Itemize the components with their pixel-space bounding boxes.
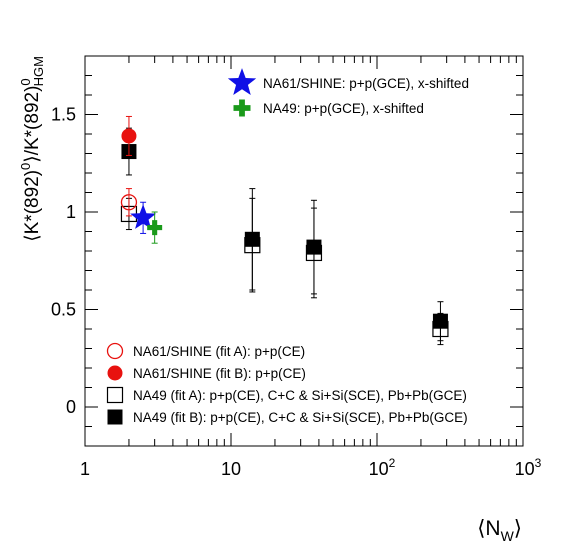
data-point [130,204,157,229]
legend-label: NA49 (fit B): p+p(CE), C+C & Si+Si(SCE),… [133,410,468,425]
x-tick-label: 103 [515,456,542,479]
legend-marker [107,409,123,425]
x-tick-label: 10 [221,459,241,479]
legend-label: NA49 (fit A): p+p(CE), C+C & Si+Si(SCE),… [133,388,467,403]
data-point [120,194,138,211]
legend-marker [233,99,251,117]
legend-label: NA61/SHINE (fit B): p+p(CE) [133,366,306,381]
legend-marker [227,68,257,96]
data-point [121,128,137,144]
y-tick-label: 1 [66,202,76,222]
data-point [305,244,323,262]
data-point [244,237,261,254]
legend-marker [106,342,124,360]
y-tick-label: 0.5 [51,300,76,320]
x-axis-label: ⟨NW⟩ [477,517,522,544]
legend-label: NA61/SHINE (fit A): p+p(CE) [133,344,305,359]
axis-labels: ⟨NW⟩ ⟨K*(892)0⟩/K*(892)0HGM [18,56,522,544]
legend-label: NA49: p+p(GCE), x-shifted [263,101,424,116]
legend-marker [106,386,124,404]
axis-ticks: 1 10 102 103 0 0.5 1 1.5 [51,55,542,479]
x-tick-label: 102 [369,456,396,479]
data-marks [120,115,449,346]
legend-bottom: NA61/SHINE (fit A): p+p(CE) NA61/SHINE (f… [106,342,468,425]
data-point [147,220,163,236]
y-axis-label: ⟨K*(892)0⟩/K*(892)0HGM [18,56,46,242]
data-point [432,320,449,338]
x-tick-label: 1 [80,459,90,479]
legend-marker [107,365,123,381]
y-tick-label: 1.5 [51,105,76,125]
legend-label: NA61/SHINE: p+p(GCE), x-shifted [263,76,469,91]
y-tick-label: 0 [66,397,76,417]
legend-top: NA61/SHINE: p+p(GCE), x-shifted NA49: p+p… [227,68,469,117]
